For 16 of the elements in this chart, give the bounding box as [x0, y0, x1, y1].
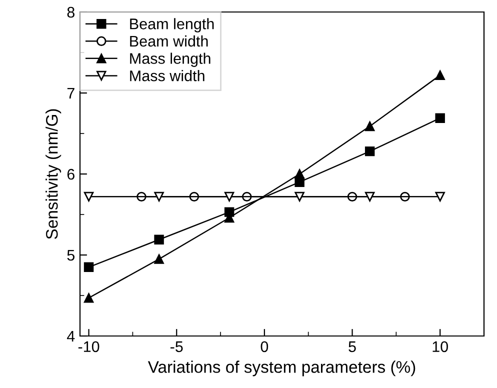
- x-tick-label: 5: [348, 341, 356, 352]
- y-tick-label: 4: [66, 331, 75, 342]
- y-tick-label: 7: [67, 88, 74, 99]
- y-tick-label: 8: [67, 6, 74, 18]
- x-tick-label: 10: [432, 341, 448, 352]
- legend-label: Beam length: [130, 18, 214, 32]
- x-tick-label: 0: [260, 341, 268, 352]
- legend-label: Mass length: [130, 52, 210, 67]
- x-tick-label: -5: [170, 341, 183, 352]
- y-axis-title: Sensitivity (nm/G): [46, 109, 62, 239]
- x-tick-label: -10: [78, 341, 100, 352]
- y-tick-label: 5: [67, 250, 74, 261]
- y-tick-label: 6: [67, 168, 74, 180]
- x-axis-title: Variations of system parameters (%): [148, 360, 416, 376]
- legend-label: Beam width: [130, 35, 208, 47]
- legend-label: Mass width: [130, 70, 204, 82]
